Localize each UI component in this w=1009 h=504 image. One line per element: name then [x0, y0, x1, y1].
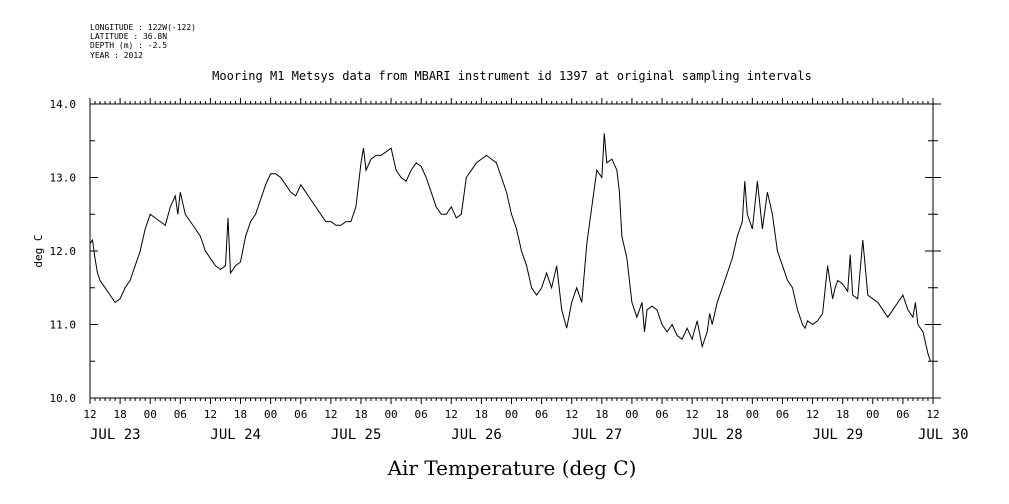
x-tick-label: 00 [505, 408, 518, 421]
plot-frame [89, 103, 934, 399]
y-tick-label: 13.0 [50, 172, 77, 185]
x-day-label: JUL 27 [572, 427, 623, 443]
x-day-label: JUL 28 [692, 427, 743, 443]
x-tick-label: 18 [836, 408, 849, 421]
x-tick-label: 06 [294, 408, 307, 421]
x-tick-label: 06 [655, 408, 668, 421]
x-axis-label: Air Temperature (deg C) [387, 456, 637, 480]
x-day-label: JUL 24 [210, 427, 261, 443]
x-day-label: JUL 23 [90, 427, 141, 443]
x-tick-label: 06 [896, 408, 909, 421]
x-day-label: JUL 25 [331, 427, 382, 443]
y-tick-label: 12.0 [50, 245, 77, 258]
series-line-air-temperature [89, 133, 931, 362]
y-tick-label: 11.0 [50, 319, 77, 332]
x-tick-label: 06 [415, 408, 428, 421]
x-tick-label: 18 [113, 408, 126, 421]
x-tick-label: 06 [776, 408, 789, 421]
x-tick-label: 12 [686, 408, 699, 421]
metadata-block: LONGITUDE : 122W(-122) LATITUDE : 36.8N … [90, 23, 196, 60]
meta-line: DEPTH (m) : -2.5 [90, 41, 167, 50]
chart-title: Mooring M1 Metsys data from MBARI instru… [212, 69, 812, 83]
x-tick-label: 12 [565, 408, 578, 421]
x-axis: 12 18 00 06 12 18 00 06 12 18 00 06 12 18 00 06 12 18 00 06… [83, 98, 969, 443]
y-axis: 10.0 11.0 12.0 13.0 14.0 [50, 98, 941, 405]
x-tick-label: 18 [475, 408, 488, 421]
x-tick-label: 12 [926, 408, 939, 421]
x-tick-label: 00 [866, 408, 879, 421]
x-tick-label: 18 [716, 408, 729, 421]
x-tick-label: 06 [535, 408, 548, 421]
meta-line: YEAR : 2012 [90, 51, 143, 60]
x-tick-label: 18 [595, 408, 608, 421]
x-tick-label: 00 [264, 408, 277, 421]
y-axis-label: deg C [32, 234, 45, 267]
y-tick-label: 14.0 [50, 98, 77, 111]
y-tick-label: 10.0 [50, 392, 77, 405]
x-tick-label: 00 [625, 408, 638, 421]
meta-line: LONGITUDE : 122W(-122) [90, 23, 196, 32]
x-day-label: JUL 29 [813, 427, 864, 443]
x-tick-label: 12 [204, 408, 217, 421]
x-tick-label: 12 [324, 408, 337, 421]
x-day-label: JUL 30 [918, 427, 969, 443]
x-tick-label: 00 [144, 408, 157, 421]
x-tick-label: 12 [806, 408, 819, 421]
x-tick-label: 00 [746, 408, 759, 421]
x-tick-label: 06 [174, 408, 187, 421]
meta-line: LATITUDE : 36.8N [90, 32, 167, 41]
x-tick-label: 18 [234, 408, 247, 421]
x-day-label: JUL 26 [451, 427, 502, 443]
x-tick-label: 00 [384, 408, 397, 421]
x-tick-label: 12 [445, 408, 458, 421]
x-tick-label: 18 [354, 408, 367, 421]
x-tick-label: 12 [83, 408, 96, 421]
